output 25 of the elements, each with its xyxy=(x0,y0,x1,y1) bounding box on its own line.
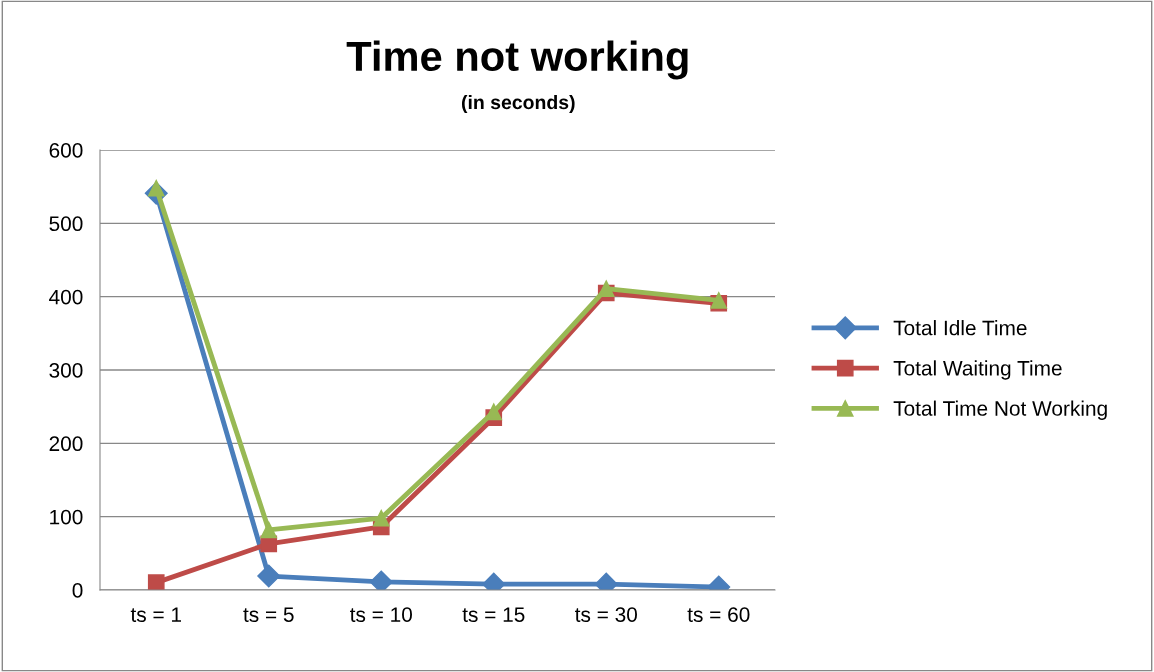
legend-label: Total Time Not Working xyxy=(893,400,1107,420)
x-tick-label: ts = 5 xyxy=(243,607,294,622)
point xyxy=(485,403,503,421)
legend-label: Total Idle Time xyxy=(893,320,1027,336)
point xyxy=(257,564,281,588)
y-tick-label: 0 xyxy=(72,583,83,598)
x-tick-label: ts = 60 xyxy=(687,607,750,622)
point xyxy=(369,570,393,590)
y-tick-label: 600 xyxy=(49,143,83,158)
point xyxy=(372,509,390,527)
x-tick-label: ts = 1 xyxy=(130,607,181,622)
point xyxy=(260,521,278,539)
x-tick-label: ts = 30 xyxy=(575,607,637,622)
x-tick-label: ts = 10 xyxy=(350,607,412,622)
point xyxy=(147,574,165,590)
y-tick-label: 500 xyxy=(49,216,83,232)
chart-title: Time not working xyxy=(346,40,688,80)
y-tick-label: 100 xyxy=(50,509,83,525)
y-tick-label: 300 xyxy=(49,363,83,378)
x-tick-label: ts = 15 xyxy=(462,607,525,622)
point xyxy=(597,280,615,297)
y-tick-label: 400 xyxy=(49,289,83,305)
y-tick-label: 200 xyxy=(49,436,83,452)
legend-label: Total Waiting Time xyxy=(893,360,1062,380)
chart-subtitle: (in seconds) xyxy=(461,94,575,114)
